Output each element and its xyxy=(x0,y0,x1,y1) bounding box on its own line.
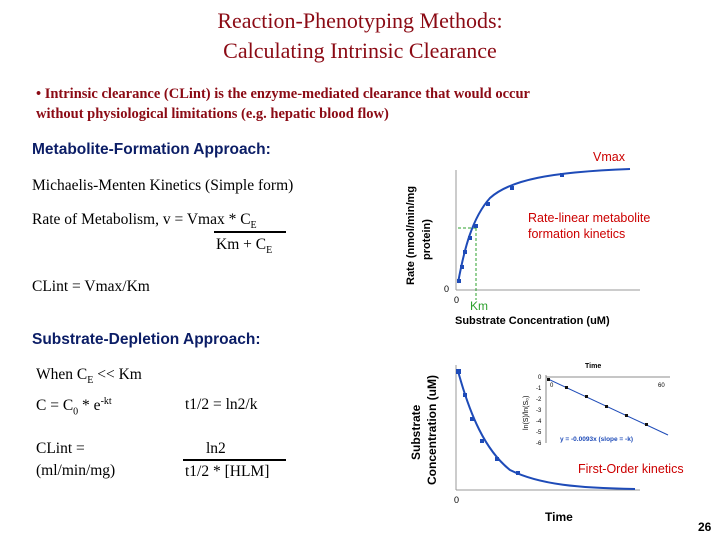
decay-annotation: First-Order kinetics xyxy=(578,462,684,476)
km-label: Km xyxy=(470,299,488,313)
mm-point xyxy=(560,173,564,177)
rate-sub: E xyxy=(250,220,257,232)
inset-tick-y: -4 xyxy=(536,419,542,425)
when-condition: When CE << Km xyxy=(36,366,142,386)
inset-chart: Time ln(S)/ln(S₀) 0 -1 -2 -3 -4 -5 -6 0 … xyxy=(523,363,670,447)
c-sup: -kt xyxy=(100,396,112,407)
c-sub: 0 xyxy=(73,406,79,418)
inset-tick-y: -1 xyxy=(536,386,542,392)
c-mid: * e xyxy=(78,397,101,415)
decay-chart: Substrate Concentration (uM) 0 Time Firs… xyxy=(409,363,684,524)
rate-equation: Rate of Metabolism, v = Vmax * CE xyxy=(32,211,257,231)
decay-point xyxy=(463,393,467,397)
bullet-line-2: without physiological limitations (e.g. … xyxy=(36,106,389,122)
decay-ylabel-line1: Substrate xyxy=(409,404,423,460)
mm-curve xyxy=(457,168,631,284)
decay-xlabel: Time xyxy=(545,510,573,524)
mm-xlabel: Substrate Concentration (uM) xyxy=(455,315,610,327)
clint-denominator: t1/2 * [HLM] xyxy=(185,463,270,480)
decay-point xyxy=(480,439,484,443)
mm-chart: Rate (nmol/min/mg protein) 0 0 Vmax Rate… xyxy=(405,150,650,327)
fraction-bar xyxy=(214,231,286,233)
decay-ylabel-line2: Concentration (uM) xyxy=(425,375,439,485)
inset-title: Time xyxy=(585,363,601,370)
inset-tick-y: -3 xyxy=(536,408,542,414)
inset-equation: y = -0.0093x (slope = -k) xyxy=(560,436,633,443)
inset-tick-y: -6 xyxy=(536,441,542,447)
title-line-1: Reaction-Phenotyping Methods: xyxy=(217,8,503,33)
mm-y-zero: 0 xyxy=(444,284,449,294)
slide-title: Reaction-Phenotyping Methods: Calculatin… xyxy=(0,6,720,66)
inset-ylabel: ln(S)/ln(S₀) xyxy=(523,396,530,430)
vmax-label: Vmax xyxy=(593,150,626,164)
inset-tick-x: 0 xyxy=(550,383,554,389)
when-prefix: When C xyxy=(36,366,88,383)
mm-point xyxy=(460,265,464,269)
when-suffix: << Km xyxy=(93,366,142,383)
mm-annotation-line1: Rate-linear metabolite xyxy=(528,211,650,225)
decay-points xyxy=(456,369,520,475)
inset-tick-y: 0 xyxy=(538,375,542,381)
inset-point xyxy=(605,405,608,408)
denom-sub: E xyxy=(266,245,273,257)
slide-number: 26 xyxy=(698,520,712,534)
mm-ylabel-line1: Rate (nmol/min/mg xyxy=(405,186,417,285)
inset-point xyxy=(547,378,550,381)
mm-points xyxy=(457,173,564,283)
ln2-numerator: ln2 xyxy=(206,440,226,457)
inset-point xyxy=(625,414,628,417)
clint-fraction-bar xyxy=(183,459,286,461)
decay-point xyxy=(516,471,520,475)
decay-point xyxy=(456,369,461,374)
decay-point xyxy=(495,457,499,461)
title-line-2: Calculating Intrinsic Clearance xyxy=(223,38,497,63)
clint-vmax-km: CLint = Vmax/Km xyxy=(32,278,150,295)
mm-point xyxy=(510,186,514,190)
inset-point xyxy=(645,423,648,426)
rate-denominator: Km + CE xyxy=(216,236,272,256)
inset-tick-y: -5 xyxy=(536,430,542,436)
mm-point xyxy=(468,236,472,240)
metabolite-heading: Metabolite-Formation Approach: xyxy=(32,141,271,158)
bullet-line-1: • Intrinsic clearance (CLint) is the enz… xyxy=(36,86,530,102)
mm-point xyxy=(486,202,490,206)
mm-point xyxy=(474,224,478,228)
denom-prefix: Km + C xyxy=(216,236,267,253)
mm-label: Michaelis-Menten Kinetics (Simple form) xyxy=(32,177,294,194)
mm-annotation-line2: formation kinetics xyxy=(528,227,625,241)
inset-tick-y: -2 xyxy=(536,397,542,403)
clint-units: (ml/min/mg) xyxy=(36,462,116,479)
inset-point xyxy=(565,386,568,389)
depletion-heading: Substrate-Depletion Approach: xyxy=(32,331,261,348)
half-life-equation: t1/2 = ln2/k xyxy=(185,396,258,413)
decay-curve xyxy=(457,370,636,490)
mm-point xyxy=(457,279,461,283)
decay-point xyxy=(470,417,474,421)
inset-points xyxy=(547,378,648,426)
decay-x-zero: 0 xyxy=(454,495,459,505)
c-prefix: C = C xyxy=(36,397,74,415)
intro-bullet: • Intrinsic clearance (CLint) is the enz… xyxy=(36,84,696,124)
inset-tick-x: 60 xyxy=(658,383,665,389)
inset-point xyxy=(585,395,588,398)
mm-x-zero: 0 xyxy=(454,295,459,305)
mm-ylabel-line2: protein) xyxy=(421,219,433,260)
clint-label: CLint = xyxy=(36,440,85,457)
rate-prefix: Rate of Metabolism, v = Vmax * C xyxy=(32,211,251,228)
when-sub: E xyxy=(87,375,94,387)
mm-point xyxy=(463,250,467,254)
decay-equation: C = C0 * e-kt xyxy=(36,396,112,417)
